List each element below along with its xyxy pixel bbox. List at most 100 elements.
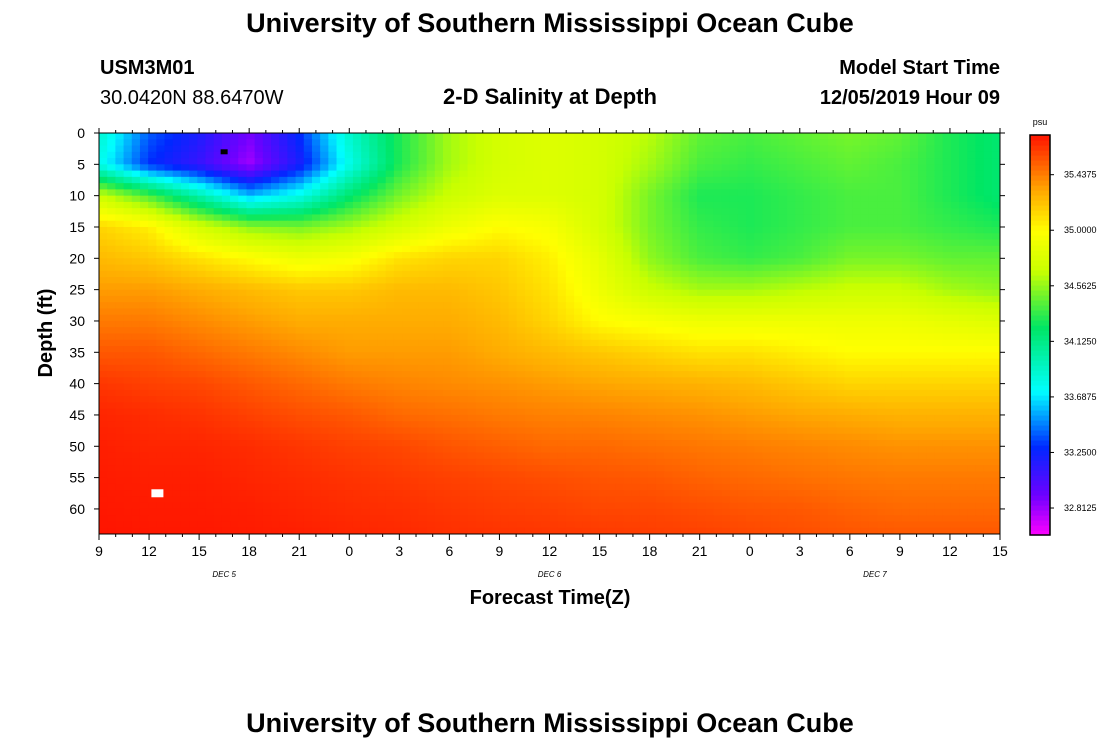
heatmap-cell	[713, 352, 723, 360]
heatmap-cell	[959, 264, 968, 272]
heatmap-cell	[647, 233, 657, 241]
heatmap-cell	[557, 139, 567, 147]
heatmap-cell	[959, 314, 968, 322]
heatmap-cell	[606, 208, 616, 216]
heatmap-cell	[729, 383, 739, 391]
heatmap-cell	[647, 214, 657, 222]
heatmap-cell	[107, 139, 116, 147]
heatmap-cell	[180, 396, 190, 404]
heatmap-cell	[623, 164, 633, 172]
heatmap-cell	[934, 214, 944, 222]
heatmap-cell	[754, 277, 764, 284]
heatmap-cell	[975, 189, 985, 197]
heatmap-cell	[975, 396, 985, 404]
heatmap-cell	[148, 183, 157, 190]
heatmap-cell	[189, 208, 198, 216]
heatmap-cell	[967, 245, 977, 253]
heatmap-cell	[852, 302, 862, 310]
heatmap-cell	[524, 314, 534, 322]
heatmap-cell	[565, 233, 575, 241]
heatmap-cell	[877, 402, 886, 410]
heatmap-cell	[172, 358, 182, 366]
heatmap-cell	[287, 264, 297, 272]
heatmap-cell	[434, 176, 444, 184]
heatmap-cell	[434, 208, 444, 216]
heatmap-cell	[557, 377, 567, 385]
heatmap-cell	[262, 264, 272, 272]
heatmap-cell	[746, 139, 755, 147]
heatmap-cell	[254, 151, 264, 159]
heatmap-cell	[655, 176, 665, 184]
heatmap-cell	[344, 339, 354, 347]
heatmap-cell	[156, 389, 166, 397]
heatmap-cell	[483, 176, 493, 184]
heatmap-cell	[516, 352, 526, 360]
heatmap-cell	[197, 195, 207, 203]
heatmap-cell	[696, 396, 706, 404]
heatmap-cell	[148, 339, 157, 347]
heatmap-cell	[893, 195, 903, 203]
heatmap-cell	[705, 364, 714, 372]
heatmap-cell	[230, 308, 239, 316]
heatmap-cell	[131, 352, 141, 360]
heatmap-cell	[680, 220, 690, 228]
heatmap-cell	[533, 383, 542, 391]
heatmap-cell	[311, 327, 321, 335]
heatmap-cell	[877, 283, 886, 291]
heatmap-cell	[811, 320, 821, 328]
heatmap-cell	[631, 258, 641, 266]
heatmap-cell	[385, 139, 395, 147]
heatmap-cell	[189, 264, 198, 272]
heatmap-cell	[516, 308, 526, 316]
heatmap-cell	[762, 283, 772, 291]
heatmap-cell	[516, 270, 526, 278]
heatmap-cell	[115, 239, 125, 247]
heatmap-cell	[893, 145, 903, 153]
heatmap-cell	[451, 195, 460, 203]
heatmap-cell	[262, 402, 272, 410]
heatmap-cell	[516, 214, 526, 222]
heatmap-cell	[393, 377, 403, 385]
heatmap-cell	[426, 277, 436, 284]
heatmap-cell	[713, 139, 723, 147]
heatmap-cell	[959, 295, 968, 303]
heatmap-cell	[516, 289, 526, 297]
heatmap-cell	[770, 226, 780, 234]
heatmap-cell	[541, 320, 551, 328]
heatmap-cell	[557, 364, 567, 372]
heatmap-cell	[942, 208, 952, 216]
heatmap-cell	[213, 164, 223, 172]
heatmap-cell	[729, 170, 739, 178]
heatmap-cell	[139, 295, 149, 303]
heatmap-cell	[655, 289, 665, 297]
heatmap-cell	[533, 151, 542, 159]
heatmap-cell	[860, 270, 870, 278]
heatmap-cell	[156, 339, 166, 347]
heatmap-cell	[254, 277, 264, 284]
heatmap-cell	[672, 364, 682, 372]
heatmap-cell	[328, 176, 338, 184]
heatmap-cell	[221, 264, 231, 272]
heatmap-cell	[287, 346, 297, 353]
heatmap-cell	[410, 264, 420, 272]
heatmap-cell	[393, 214, 403, 222]
heatmap-cell	[778, 189, 788, 197]
heatmap-cell	[123, 339, 133, 347]
heatmap-cell	[893, 220, 903, 228]
heatmap-cell	[852, 289, 862, 297]
heatmap-cell	[344, 264, 354, 272]
heatmap-cell	[860, 252, 870, 259]
heatmap-cell	[680, 402, 690, 410]
heatmap-cell	[639, 145, 649, 153]
heatmap-cell	[172, 383, 182, 391]
heatmap-cell	[99, 289, 108, 297]
heatmap-cell	[909, 333, 919, 341]
heatmap-cell	[713, 151, 723, 159]
heatmap-cell	[901, 214, 911, 222]
heatmap-cell	[459, 214, 469, 222]
heatmap-cell	[778, 283, 788, 291]
heatmap-cell	[827, 195, 837, 203]
heatmap-cell	[623, 371, 633, 378]
heatmap-cell	[991, 327, 1000, 335]
heatmap-cell	[500, 302, 510, 310]
